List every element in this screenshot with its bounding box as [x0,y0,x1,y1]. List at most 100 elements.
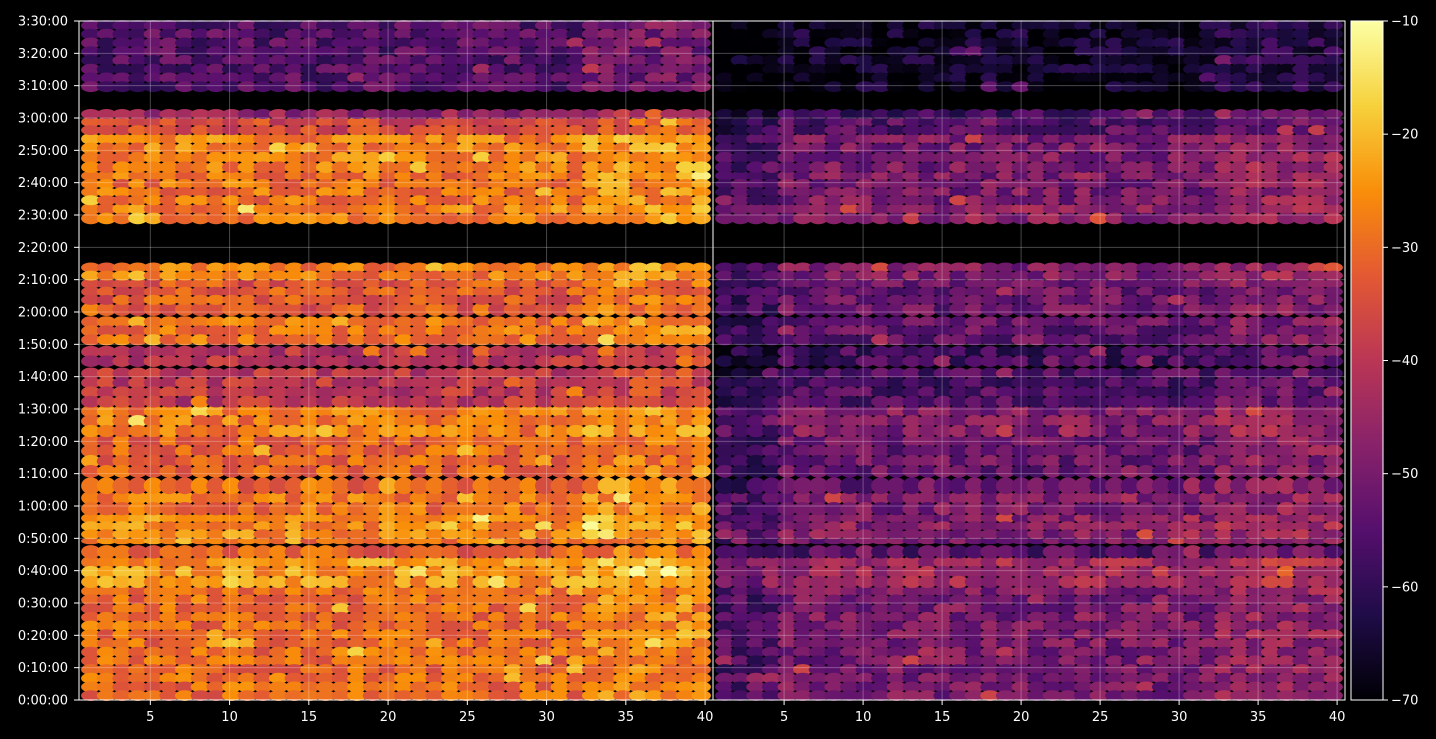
heatmap-cell [660,294,680,305]
heatmap-cell [839,125,860,136]
heatmap-cell [253,415,273,428]
heatmap-cell [855,513,875,524]
heatmap-cell [581,465,602,478]
heatmap-cell [425,55,445,66]
heatmap-cell [644,46,664,57]
heatmap-cell [253,81,273,93]
heatmap-cell [675,151,696,164]
heatmap-cell [995,415,1016,428]
heatmap-cell [761,142,782,155]
heatmap-cell [1167,545,1187,559]
heatmap-cell [995,151,1016,164]
heatmap-cell [441,465,461,478]
heatmap-cell [488,690,508,701]
heatmap-cell [691,477,711,495]
heatmap-cell [808,575,829,589]
heatmap-cell [550,179,570,189]
heatmap-cell [378,81,398,93]
heatmap-cell [1042,424,1063,438]
heatmap-cell [1261,521,1281,532]
heatmap-cell [1027,151,1047,164]
heatmap-cell [206,355,226,368]
heatmap-cell [730,386,751,399]
heatmap-cell [284,187,304,198]
heatmap-cell [902,529,922,540]
heatmap-cell [1245,585,1265,597]
heatmap-cell [808,556,829,569]
heatmap-cell [1105,444,1125,458]
heatmap-cell [1073,646,1094,658]
heatmap-cell [159,465,179,478]
heatmap-cell [519,37,539,49]
heatmap-cell [300,161,320,173]
heatmap-cell [96,611,117,623]
heatmap-cell [793,161,813,173]
heatmap-cell [1214,681,1234,693]
heatmap-cell [128,477,148,495]
heatmap-cell [300,415,320,428]
heatmap-cell [1073,395,1094,408]
heatmap-cell [964,545,985,559]
heatmap-cell [1183,345,1203,358]
heatmap-cell [1229,203,1250,215]
heatmap-cell [1198,454,1219,468]
heatmap-cell [660,611,680,623]
heatmap-cell [808,454,829,468]
heatmap-cell [175,133,195,145]
heatmap-cell [1058,405,1078,418]
heatmap-cell [441,672,461,684]
heatmap-cell [980,521,1000,532]
heatmap-cell [644,395,664,408]
heatmap-cell [581,286,602,297]
heatmap-cell [488,529,508,540]
heatmap-cell [347,620,367,632]
heatmap-cell [808,611,829,623]
heatmap-cell [1198,355,1219,368]
heatmap-cell [519,133,539,145]
heatmap-cell [839,585,860,597]
heatmap-cell [378,405,398,418]
heatmap-cell [175,37,195,49]
heatmap-cell [1042,302,1063,316]
heatmap-cell [347,556,367,569]
heatmap-cell [1089,646,1109,658]
heatmap-cell [715,294,735,305]
heatmap-cell [535,286,555,297]
heatmap-cell [675,545,696,559]
heatmap-cell [1198,270,1219,281]
heatmap-cell [1167,270,1187,281]
heatmap-cell [715,133,735,145]
heatmap-cell [613,278,633,289]
heatmap-cell [949,316,969,328]
heatmap-cell [347,395,367,408]
heatmap-cell [441,133,461,145]
heatmap-cell [143,195,164,206]
heatmap-cell [660,367,680,380]
heatmap-cell [128,620,148,632]
heatmap-cell [1011,179,1031,189]
heatmap-cell [1042,434,1063,448]
heatmap-cell [441,454,461,468]
heatmap-cell [409,20,430,31]
heatmap-cell [159,491,179,505]
heatmap-cell [613,529,633,540]
heatmap-cell [581,367,602,380]
heatmap-cell [1183,638,1203,649]
heatmap-cell [81,37,101,49]
heatmap-cell [378,161,398,173]
heatmap-cell [1261,334,1281,346]
heatmap-cell [284,170,304,181]
heatmap-cell [597,646,617,658]
heatmap-cell [456,672,477,684]
heatmap-cell [1167,638,1187,649]
heatmap-cell [824,142,844,155]
heatmap-cell [644,170,664,181]
heatmap-cell [644,415,664,428]
heatmap-cell [824,672,844,684]
heatmap-cell [1105,611,1125,623]
heatmap-cell [1105,465,1125,478]
heatmap-cell [1027,529,1047,540]
heatmap-cell [253,565,273,579]
heatmap-cell [472,655,492,667]
heatmap-cell [81,491,101,505]
